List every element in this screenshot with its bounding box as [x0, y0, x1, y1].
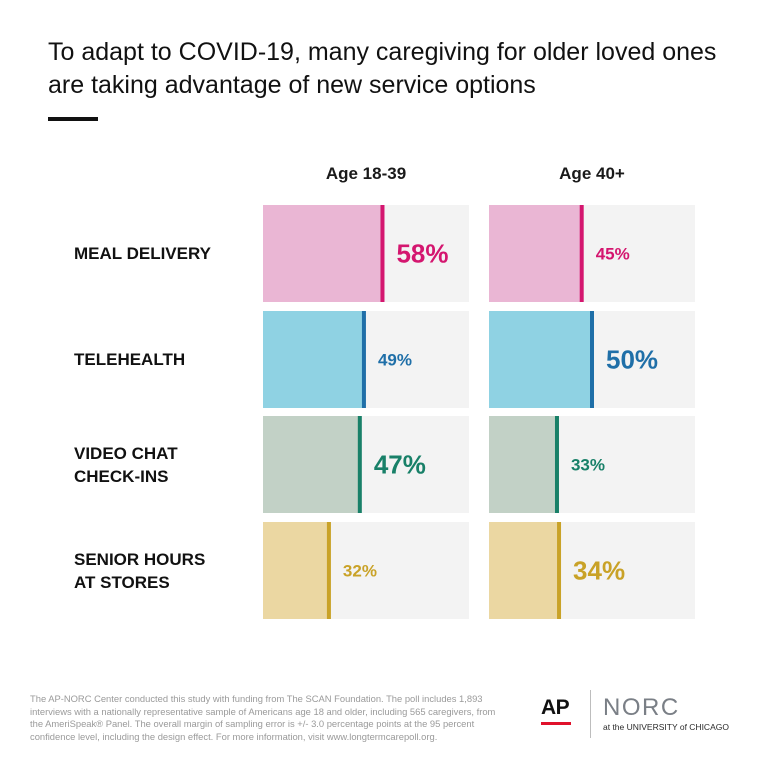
bar-0-1 [263, 311, 364, 408]
footnote: The AP-NORC Center conducted this study … [30, 693, 496, 742]
data-label-1-0: 45% [596, 245, 630, 264]
title-rule [48, 117, 98, 121]
column-header-age-18-39: Age 18-39 [325, 164, 407, 183]
bar-1-1 [489, 311, 592, 408]
bar-1-0 [489, 205, 582, 302]
bar-marker-0-1 [361, 311, 366, 408]
bar-marker-0-3 [326, 522, 331, 619]
bar-1-3 [489, 522, 560, 619]
row-label-telehealth: TELEHEALTH [74, 350, 186, 369]
data-label-0-2: 47% [374, 450, 426, 480]
data-label-1-1: 50% [606, 345, 658, 375]
row-label-senior-hours: SENIOR HOURS AT STORES [74, 549, 206, 592]
ap-logo: AP [541, 696, 570, 719]
bar-1-2 [489, 416, 557, 513]
data-label-1-2: 33% [571, 456, 605, 475]
column-header-age-40-plus: Age 40+ [559, 164, 625, 183]
logo-divider [590, 690, 591, 738]
data-label-0-3: 32% [343, 562, 377, 581]
data-label-0-0: 58% [396, 239, 448, 269]
norc-logo-subtitle: at the UNIVERSITY of CHICAGO [603, 722, 729, 732]
chart-title: To adapt to COVID-19, many caregiving fo… [48, 38, 717, 99]
bar-marker-1-1 [590, 311, 594, 408]
bar-marker-1-3 [557, 522, 562, 619]
bar-marker-0-2 [357, 416, 362, 513]
row-label-meal-delivery: MEAL DELIVERY [74, 244, 211, 263]
bar-0-2 [263, 416, 360, 513]
bar-0-3 [263, 522, 329, 619]
bar-0-0 [263, 205, 383, 302]
data-label-0-1: 49% [378, 351, 412, 370]
row-label-video-chat: VIDEO CHAT CHECK-INS [74, 443, 178, 486]
bar-marker-1-2 [554, 416, 559, 513]
norc-logo: NORC [603, 694, 680, 721]
bar-marker-0-0 [380, 205, 385, 302]
bar-marker-1-0 [579, 205, 584, 302]
data-label-1-3: 34% [573, 556, 625, 586]
ap-logo-underline [541, 722, 571, 725]
